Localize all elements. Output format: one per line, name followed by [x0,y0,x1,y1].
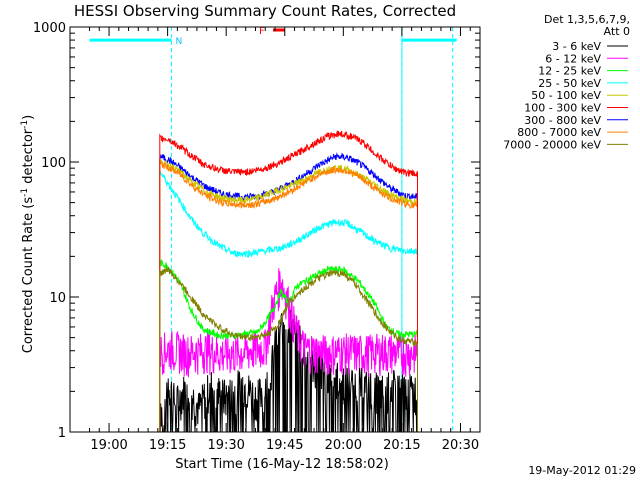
legend-label-6: 300 - 800 keV [524,114,601,127]
legend-label-0: 3 - 6 keV [552,40,601,53]
x-tick-label-1: 19:15 [149,438,186,453]
night-marker-label: N [176,37,183,47]
y-tick-label-3: 1000 [33,21,66,36]
series-line-5 [159,130,418,432]
plot-area: N F 1 10 100 1000 19:00 19:15 19:30 19:45 20:00 20:… [33,21,481,453]
series-line-2 [159,258,418,432]
chart-title: HESSI Observing Summary Count Rates, Cor… [74,2,456,20]
legend-label-2: 12 - 25 keV [538,65,601,78]
legend-header-0: Det 1,3,5,6,7,9, [544,13,630,26]
x-tick-label-0: 19:00 [90,438,127,453]
flare-marker-label: F [259,26,265,37]
traces [159,130,418,432]
timestamp: 19-May-2012 01:29 [528,464,636,477]
legend-label-4: 50 - 100 keV [531,89,601,102]
y-tick-label-1: 10 [49,291,66,306]
x-tick-label-2: 19:30 [207,438,244,453]
series-line-8 [159,265,418,432]
legend-label-5: 100 - 300 keV [524,102,601,115]
legend-label-3: 25 - 50 keV [538,77,601,90]
series-line-6 [159,151,418,432]
legend-header-1: Att 0 [604,25,630,38]
y-label-mid: detector [21,128,36,188]
x-tick-label-4: 20:00 [325,438,362,453]
y-label-end: ) [21,115,36,120]
legend-label-7: 800 - 7000 keV [517,126,601,139]
x-tick-label-3: 19:45 [266,438,303,453]
y-axis-label: Corrected Count Rate (s-1 detector-1) [20,115,36,353]
series-line-0 [159,309,418,432]
y-label-sup1: -1 [20,188,30,197]
y-label-main: Corrected Count Rate (s [21,197,36,354]
series-line-1 [159,268,418,432]
x-tick-label-6: 20:30 [442,438,479,453]
y-tick-label-0: 1 [58,426,66,441]
y-label-sup2: -1 [20,120,30,129]
legend-label-8: 7000 - 20000 keV [503,138,601,151]
legend-label-1: 6 - 12 keV [545,52,601,65]
y-tick-label-2: 100 [41,156,66,171]
x-axis-label: Start Time (16-May-12 18:58:02) [175,457,389,472]
series-line-3 [159,171,418,432]
series-line-7 [159,160,418,432]
x-tick-label-5: 20:15 [383,438,420,453]
